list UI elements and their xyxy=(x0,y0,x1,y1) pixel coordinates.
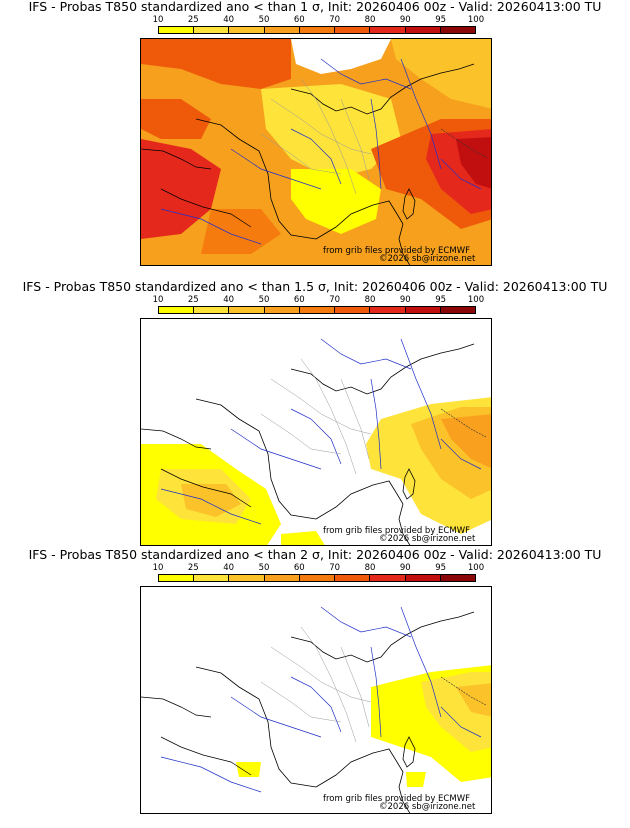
colorbar-tick: 60 xyxy=(293,15,305,25)
colorbar-segment xyxy=(370,307,406,313)
colorbar-segment xyxy=(440,27,475,33)
colorbar-tick: 95 xyxy=(435,563,447,573)
credit-text: from grib files provided by ECMWF xyxy=(323,794,470,804)
colorbar-tick: 25 xyxy=(187,15,199,25)
colorbar-segment xyxy=(194,27,230,33)
colorbar-tick: 95 xyxy=(435,295,447,305)
colorbar-tick: 10 xyxy=(152,15,164,25)
colorbar-tick: 80 xyxy=(364,563,376,573)
colorbar-tick: 90 xyxy=(399,295,411,305)
colorbar-tick: 70 xyxy=(329,295,341,305)
colorbar-segment xyxy=(264,575,300,581)
field-area xyxy=(391,39,491,109)
colorbar-labels: 10 25 40 50 60 70 80 90 95 100 xyxy=(153,15,485,26)
field-area xyxy=(201,209,281,254)
panel-3: IFS - Probas T850 standardized ano < tha… xyxy=(0,548,630,816)
colorbar-tick: 70 xyxy=(329,563,341,573)
map-graphic xyxy=(141,39,491,265)
colorbar-tick: 95 xyxy=(435,15,447,25)
colorbar-tick: 50 xyxy=(258,15,270,25)
panel-2: IFS - Probas T850 standardized ano < tha… xyxy=(0,280,630,548)
probability-map: from grib files provided by ECMWF ©2026 … xyxy=(140,586,492,814)
colorbar-tick: 25 xyxy=(187,563,199,573)
colorbar-segment xyxy=(405,27,441,33)
field-area xyxy=(456,137,491,189)
colorbar-tick: 100 xyxy=(467,563,485,573)
map-graphic xyxy=(141,338,491,545)
colorbar-labels: 10 25 40 50 60 70 80 90 95 100 xyxy=(153,295,485,306)
colorbar-segment xyxy=(370,575,406,581)
colorbar-segment xyxy=(299,307,336,313)
colorbar-tick: 40 xyxy=(223,295,235,305)
colorbar-segment xyxy=(194,307,230,313)
panel-1: IFS - Probas T850 standardized ano < tha… xyxy=(0,0,630,268)
colorbar-tick: 50 xyxy=(258,295,270,305)
panel-title: IFS - Probas T850 standardized ano < tha… xyxy=(28,0,602,14)
colorbar-tick: 70 xyxy=(329,15,341,25)
colorbar-segment xyxy=(299,575,336,581)
colorbar-segment xyxy=(159,27,195,33)
field-area xyxy=(261,84,401,179)
colorbar-segment xyxy=(159,307,195,313)
colorbar-tick: 50 xyxy=(258,563,270,573)
colorbar-segment xyxy=(159,575,195,581)
panel-title: IFS - Probas T850 standardized ano < tha… xyxy=(28,547,602,562)
field-area xyxy=(141,139,221,239)
colorbar-segment xyxy=(229,575,265,581)
field-area xyxy=(406,772,426,787)
colorbar-tick: 80 xyxy=(364,15,376,25)
field-area xyxy=(181,484,241,517)
copyright-text: ©2026 sb@irizone.net xyxy=(379,534,476,544)
colorbar-labels: 10 25 40 50 60 70 80 90 95 100 xyxy=(153,563,485,574)
colorbar-tick: 80 xyxy=(364,295,376,305)
colorbar-tick: 60 xyxy=(293,295,305,305)
colorbar-tick: 25 xyxy=(187,295,199,305)
copyright-text: ©2026 sb@irizone.net xyxy=(379,254,476,264)
probability-map: from grib files provided by ECMWF ©2026 … xyxy=(140,38,492,266)
colorbar xyxy=(158,574,476,582)
credit-text: from grib files provided by ECMWF xyxy=(323,526,470,536)
colorbar-segment xyxy=(229,307,265,313)
colorbar-tick: 10 xyxy=(152,295,164,305)
credit-text: from grib files provided by ECMWF xyxy=(323,246,470,256)
copyright-text: ©2026 sb@irizone.net xyxy=(379,802,476,812)
colorbar-segment xyxy=(405,307,441,313)
field-area xyxy=(291,39,391,74)
field-area xyxy=(441,414,491,469)
probability-map: from grib files provided by ECMWF ©2026 … xyxy=(140,318,492,546)
colorbar-segment xyxy=(194,575,230,581)
colorbar-segment xyxy=(335,307,371,313)
colorbar-segment xyxy=(264,307,300,313)
field-area xyxy=(456,683,491,717)
field-area xyxy=(236,762,261,777)
colorbar-tick: 100 xyxy=(467,295,485,305)
colorbar-segment xyxy=(405,575,441,581)
colorbar-segment xyxy=(229,27,265,33)
colorbar-tick: 10 xyxy=(152,563,164,573)
colorbar-tick: 100 xyxy=(467,15,485,25)
colorbar-segment xyxy=(335,575,371,581)
colorbar xyxy=(158,306,476,314)
panel-title: IFS - Probas T850 standardized ano < tha… xyxy=(22,279,608,294)
colorbar-segment xyxy=(440,575,475,581)
colorbar-tick: 60 xyxy=(293,563,305,573)
colorbar-segment xyxy=(440,307,475,313)
map-graphic xyxy=(141,606,491,813)
field-area xyxy=(291,169,381,234)
colorbar-tick: 90 xyxy=(399,563,411,573)
colorbar-segment xyxy=(335,27,371,33)
colorbar-segment xyxy=(299,27,336,33)
colorbar-tick: 90 xyxy=(399,15,411,25)
colorbar-tick: 40 xyxy=(223,15,235,25)
field-area xyxy=(141,39,291,89)
field-area xyxy=(141,99,211,139)
colorbar xyxy=(158,26,476,34)
colorbar-segment xyxy=(370,27,406,33)
field-area xyxy=(281,531,325,545)
colorbar-segment xyxy=(264,27,300,33)
colorbar-tick: 40 xyxy=(223,563,235,573)
